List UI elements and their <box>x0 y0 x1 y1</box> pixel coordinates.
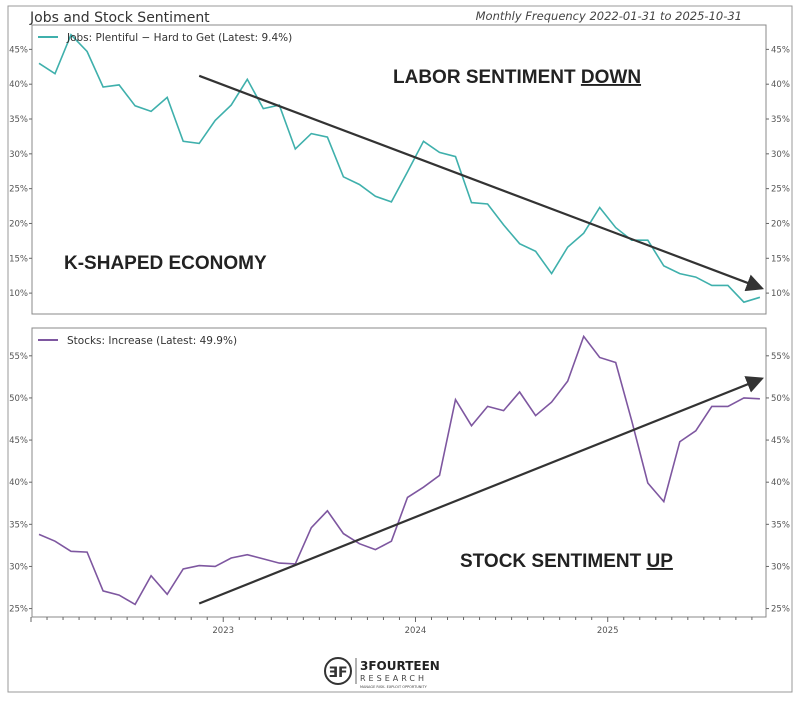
y-tick-label-left: 25% <box>9 605 28 615</box>
y-tick-label-right: 35% <box>771 520 790 530</box>
y-tick-label-left: 35% <box>9 115 28 125</box>
y-tick-label-left: 40% <box>9 478 28 488</box>
y-tick-label-left: 50% <box>9 394 28 404</box>
logo-tagline: MANAGE RISK. EXPLOIT OPPORTUNITY <box>360 685 428 689</box>
y-tick-label-right: 30% <box>771 150 790 160</box>
x-tick-label: 2023 <box>212 626 234 636</box>
y-tick-label-left: 35% <box>9 520 28 530</box>
y-tick-label-right: 30% <box>771 562 790 572</box>
x-tick-label: 2025 <box>597 626 619 636</box>
y-tick-label-left: 20% <box>9 219 28 229</box>
axes-frame <box>31 327 767 618</box>
x-tick-label: 2024 <box>405 626 427 636</box>
y-tick-label-left: 25% <box>9 185 28 195</box>
y-tick-label-left: 30% <box>9 150 28 160</box>
y-tick-label-right: 15% <box>771 254 790 264</box>
annotation-k-shaped: K-SHAPED ECONOMY <box>64 253 267 274</box>
trend-arrow <box>198 74 765 292</box>
jobs-panel: 10% 10% 15% 15% 20% 20% 25% 25% 30% 30% 35% 35% 40% 4… <box>9 24 790 315</box>
annotation-labor: LABOR SENTIMENT DOWN <box>393 67 641 88</box>
chart-title: Jobs and Stock Sentiment <box>29 10 210 26</box>
chart-subtitle: Monthly Frequency 2022-01-31 to 2025-10-… <box>476 9 742 23</box>
y-tick-label-left: 45% <box>9 436 28 446</box>
series-line <box>38 33 761 304</box>
legend-label: Stocks: Increase (Latest: 49.9%) <box>67 335 237 347</box>
y-tick-label-left: 15% <box>9 254 28 264</box>
stocks-panel: 25% 25% 30% 30% 35% 35% 40% 40% 45% 45% 50% 50% 55% 5… <box>9 327 790 636</box>
annotation-stock: STOCK SENTIMENT UP <box>460 551 673 572</box>
y-tick-label-right: 40% <box>771 478 790 488</box>
y-tick-label-left: 30% <box>9 562 28 572</box>
y-tick-label-left: 45% <box>9 45 28 55</box>
y-tick-label-right: 40% <box>771 80 790 90</box>
axes-frame <box>31 24 767 315</box>
y-tick-label-right: 20% <box>771 219 790 229</box>
y-tick-label-right: 45% <box>771 436 790 446</box>
y-tick-label-right: 45% <box>771 45 790 55</box>
y-tick-label-left: 55% <box>9 352 28 362</box>
logo-name: 3FOURTEEN <box>360 659 440 673</box>
figure-border <box>7 5 793 693</box>
y-tick-label-right: 10% <box>771 289 790 299</box>
logo-mark-icon <box>324 657 352 685</box>
y-tick-label-left: 10% <box>9 289 28 299</box>
y-tick-label-right: 25% <box>771 185 790 195</box>
trend-arrow <box>198 376 764 605</box>
y-tick-label-right: 35% <box>771 115 790 125</box>
y-tick-label-right: 50% <box>771 394 790 404</box>
series-line <box>38 334 760 606</box>
svg-text:ƎF: ƎF <box>328 665 347 681</box>
y-tick-label-right: 25% <box>771 605 790 615</box>
y-tick-label-left: 40% <box>9 80 28 90</box>
y-tick-label-right: 55% <box>771 352 790 362</box>
logo: ƎF 3FOURTEEN RESEARCH MANAGE RISK. EXPLO… <box>324 657 440 689</box>
logo-sub: RESEARCH <box>360 674 427 683</box>
legend-label: Jobs: Plentiful − Hard to Get (Latest: 9… <box>66 32 292 44</box>
